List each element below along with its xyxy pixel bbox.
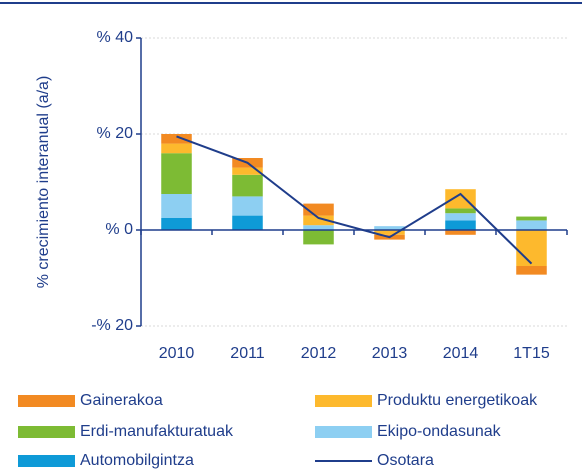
legend-label: Automobilgintza [80,452,194,469]
x-tick-label: 2011 [230,345,265,362]
bar-segment [303,215,334,226]
bar-segment [161,194,192,218]
bar-segment [232,174,263,197]
bar-segment [303,230,334,245]
x-tick-label: 2013 [372,345,408,362]
legend-label: Gainerakoa [80,392,163,409]
bar-segment [445,213,476,221]
legend-swatch [18,455,75,467]
bar-segment [161,143,192,154]
y-axis-label: % crecimiento interanual (a/a) [35,76,52,289]
bar-segment [445,189,476,209]
legend-label: Produktu energetikoak [377,392,538,409]
x-tick-label: 2010 [159,345,195,362]
x-tick-label: 1T15 [513,345,550,362]
bar-segment [161,153,192,194]
legend-swatch [18,426,75,438]
bar-segment [516,230,547,266]
bar-segment [374,230,405,235]
y-tick-label: % 20 [97,125,134,142]
bar-segment [445,230,476,235]
legend-label: Erdi-manufakturatuak [80,423,234,440]
bar-segment [516,220,547,230]
x-tick-label: 2014 [443,345,479,362]
bar-segment [232,215,263,230]
bar-segment [516,216,547,221]
bar-segment [303,225,334,230]
x-tick-label: 2012 [301,345,337,362]
y-tick-label: % 0 [105,221,133,238]
bar-segment [374,226,405,230]
legend-swatch [18,395,75,407]
bar-segment [445,220,476,230]
legend-swatch [315,426,372,438]
legend-label: Ekipo-ondasunak [377,423,502,440]
legend-label: Osotara [377,452,434,469]
legend-swatch [315,395,372,407]
bar-segment [232,167,263,175]
bar-segment [445,208,476,214]
bar-segment [516,266,547,275]
bar-segment [161,134,192,144]
bar-segment [232,196,263,216]
y-tick-label: -% 20 [91,317,133,334]
y-tick-label: % 40 [97,29,134,46]
total-line [176,135,533,265]
bar-segment [161,218,192,230]
